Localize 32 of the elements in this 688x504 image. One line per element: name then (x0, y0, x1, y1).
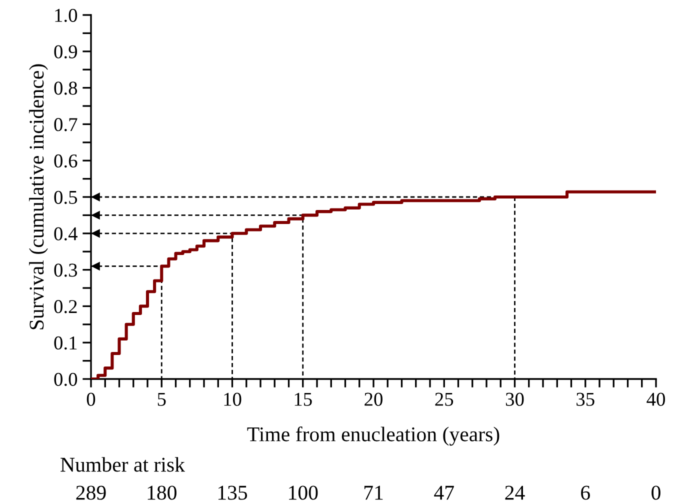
text: 71 (364, 486, 383, 500)
y-tick-label: 0.4 (54, 227, 78, 240)
text: Number at risk (60, 457, 185, 472)
y-tick-label: 0.1 (54, 336, 77, 350)
x-tick-label: 0 (86, 392, 96, 406)
text: 135 (218, 486, 248, 500)
y-tick-label: 0.3 (54, 264, 78, 277)
text: 24 (505, 486, 525, 500)
text: 47 (434, 486, 454, 500)
x-tick-label: 5 (158, 392, 166, 406)
text: 180 (148, 486, 176, 500)
y-tick-label: 0.9 (54, 45, 78, 58)
x-tick-label: 40 (646, 392, 665, 406)
y-tick-label: 0.7 (54, 118, 78, 132)
x-tick-label: 20 (364, 392, 382, 406)
text: 6 (581, 486, 590, 500)
x-tick-label: 15 (294, 392, 312, 406)
x-tick-label: 30 (506, 392, 524, 406)
x-axis-title: Time from enucleation (years) (247, 426, 500, 446)
text: 100 (289, 486, 318, 500)
x-tick-label: 10 (224, 392, 242, 406)
y-axis-title: Survival (cumulative incidence) (29, 64, 48, 330)
y-tick-label: 1.0 (55, 8, 78, 22)
x-tick-label: 35 (576, 392, 594, 406)
y-tick-label: 0.5 (54, 190, 78, 204)
text: 289 (76, 486, 106, 500)
y-tick-label: 0.2 (54, 300, 77, 314)
y-tick-label: 0.6 (54, 154, 78, 168)
y-tick-label: 0.0 (54, 372, 78, 386)
text: 0 (652, 486, 660, 500)
x-tick-label: 25 (435, 392, 454, 406)
y-tick-label: 0.8 (54, 82, 78, 95)
